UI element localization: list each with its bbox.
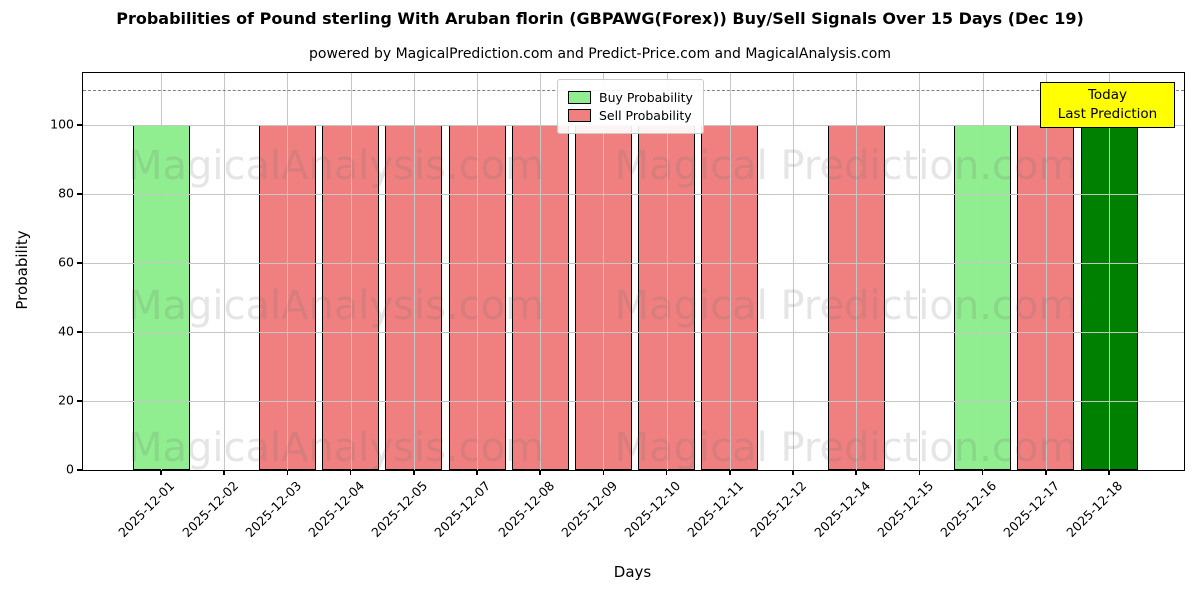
x-tick-mark bbox=[349, 470, 352, 475]
x-tick-label: 2025-12-14 bbox=[810, 478, 873, 540]
x-tick-mark bbox=[286, 470, 289, 475]
x-gridline bbox=[224, 73, 226, 470]
x-tick-mark bbox=[223, 470, 225, 475]
x-tick-mark bbox=[413, 470, 415, 475]
y-tick-label: 100 bbox=[50, 116, 74, 132]
today-annotation-line1: Today bbox=[1087, 87, 1128, 103]
x-tick-label: 2025-12-11 bbox=[684, 478, 747, 540]
watermark-text: MagicalAnalysis.com bbox=[127, 283, 545, 329]
x-tick-label: 2025-12-18 bbox=[1063, 478, 1126, 540]
x-gridline bbox=[666, 73, 668, 470]
y-tick-mark bbox=[76, 400, 82, 402]
x-tick-mark bbox=[1045, 470, 1047, 475]
y-tick-mark bbox=[76, 193, 82, 195]
chart-subtitle: powered by MagicalPrediction.com and Pre… bbox=[309, 46, 891, 62]
today-annotation: Today Last Prediction bbox=[1040, 82, 1175, 128]
watermark-text: MagicalAnalysis.com bbox=[127, 143, 545, 189]
x-tick-label: 2025-12-07 bbox=[431, 478, 494, 540]
x-tick-label: 2025-12-01 bbox=[115, 478, 178, 540]
y-tick-mark bbox=[76, 124, 82, 126]
x-gridline bbox=[856, 73, 858, 470]
x-gridline bbox=[729, 73, 731, 470]
x-tick-label: 2025-12-02 bbox=[178, 478, 241, 540]
x-gridline bbox=[603, 73, 605, 470]
x-tick-mark bbox=[792, 470, 794, 475]
x-gridline bbox=[287, 73, 289, 470]
x-tick-mark bbox=[160, 470, 162, 475]
buy-swatch-icon bbox=[568, 91, 591, 104]
watermark-text: Magical Prediction.com bbox=[614, 425, 1078, 471]
x-tick-mark bbox=[855, 470, 857, 475]
x-tick-label: 2025-12-03 bbox=[242, 478, 304, 540]
y-gridline bbox=[83, 193, 1184, 195]
y-gridline bbox=[83, 262, 1184, 264]
y-tick-label: 0 bbox=[66, 461, 74, 477]
x-gridline bbox=[540, 73, 542, 470]
legend-item-buy: Buy Probability bbox=[568, 90, 693, 105]
plot-area: Buy Probability Sell Probability Today L… bbox=[76, 72, 1185, 540]
y-tick-label: 40 bbox=[58, 323, 74, 339]
watermark-text: Magical Prediction.com bbox=[614, 283, 1078, 329]
y-tick-mark bbox=[76, 262, 82, 264]
x-tick-mark bbox=[539, 470, 541, 475]
y-gridline bbox=[83, 331, 1184, 333]
sell-swatch-icon bbox=[568, 109, 591, 122]
x-tick-label: 2025-12-05 bbox=[368, 478, 431, 540]
x-tick-label: 2025-12-12 bbox=[747, 478, 810, 540]
today-annotation-line2: Last Prediction bbox=[1057, 105, 1158, 122]
x-tick-label: 2025-12-16 bbox=[937, 478, 1000, 540]
x-gridline bbox=[350, 73, 352, 470]
x-tick-mark bbox=[602, 470, 605, 475]
x-tick-label: 2025-12-17 bbox=[1000, 478, 1063, 540]
x-tick-label: 2025-12-08 bbox=[494, 478, 557, 540]
x-tick-mark bbox=[729, 470, 731, 475]
chart-title: Probabilities of Pound sterling With Aru… bbox=[116, 9, 1084, 28]
x-tick-label: 2025-12-10 bbox=[621, 478, 684, 540]
x-gridline bbox=[161, 73, 162, 470]
x-tick-mark bbox=[981, 470, 984, 475]
legend-item-sell: Sell Probability bbox=[568, 108, 693, 123]
x-gridline bbox=[1045, 73, 1047, 470]
y-tick-label: 20 bbox=[58, 392, 74, 408]
watermark-text: Magical Prediction.com bbox=[614, 143, 1078, 189]
legend-label-buy: Buy Probability bbox=[599, 90, 693, 105]
y-tick-label: 80 bbox=[58, 185, 74, 201]
x-gridline bbox=[919, 73, 921, 470]
y-tick-mark bbox=[76, 331, 82, 333]
y-axis-label: Probability bbox=[13, 230, 31, 310]
y-tick-mark bbox=[76, 469, 82, 471]
x-tick-mark bbox=[665, 470, 668, 475]
watermark-text: MagicalAnalysis.com bbox=[127, 425, 545, 471]
x-tick-label: 2025-12-04 bbox=[305, 478, 368, 540]
x-tick-label: 2025-12-09 bbox=[558, 478, 620, 540]
x-tick-mark bbox=[918, 470, 921, 475]
x-gridline bbox=[793, 73, 794, 470]
legend: Buy Probability Sell Probability bbox=[557, 79, 704, 134]
x-axis-label: Days bbox=[613, 563, 652, 581]
x-tick-label: 2025-12-15 bbox=[874, 478, 936, 540]
x-tick-mark bbox=[476, 470, 478, 475]
x-gridline bbox=[477, 73, 478, 470]
x-gridline bbox=[982, 73, 984, 470]
x-tick-mark bbox=[1108, 470, 1110, 475]
y-tick-label: 60 bbox=[58, 254, 74, 270]
legend-label-sell: Sell Probability bbox=[599, 108, 692, 123]
y-gridline bbox=[83, 400, 1184, 402]
x-gridline bbox=[413, 73, 415, 470]
x-gridline bbox=[1109, 73, 1110, 470]
